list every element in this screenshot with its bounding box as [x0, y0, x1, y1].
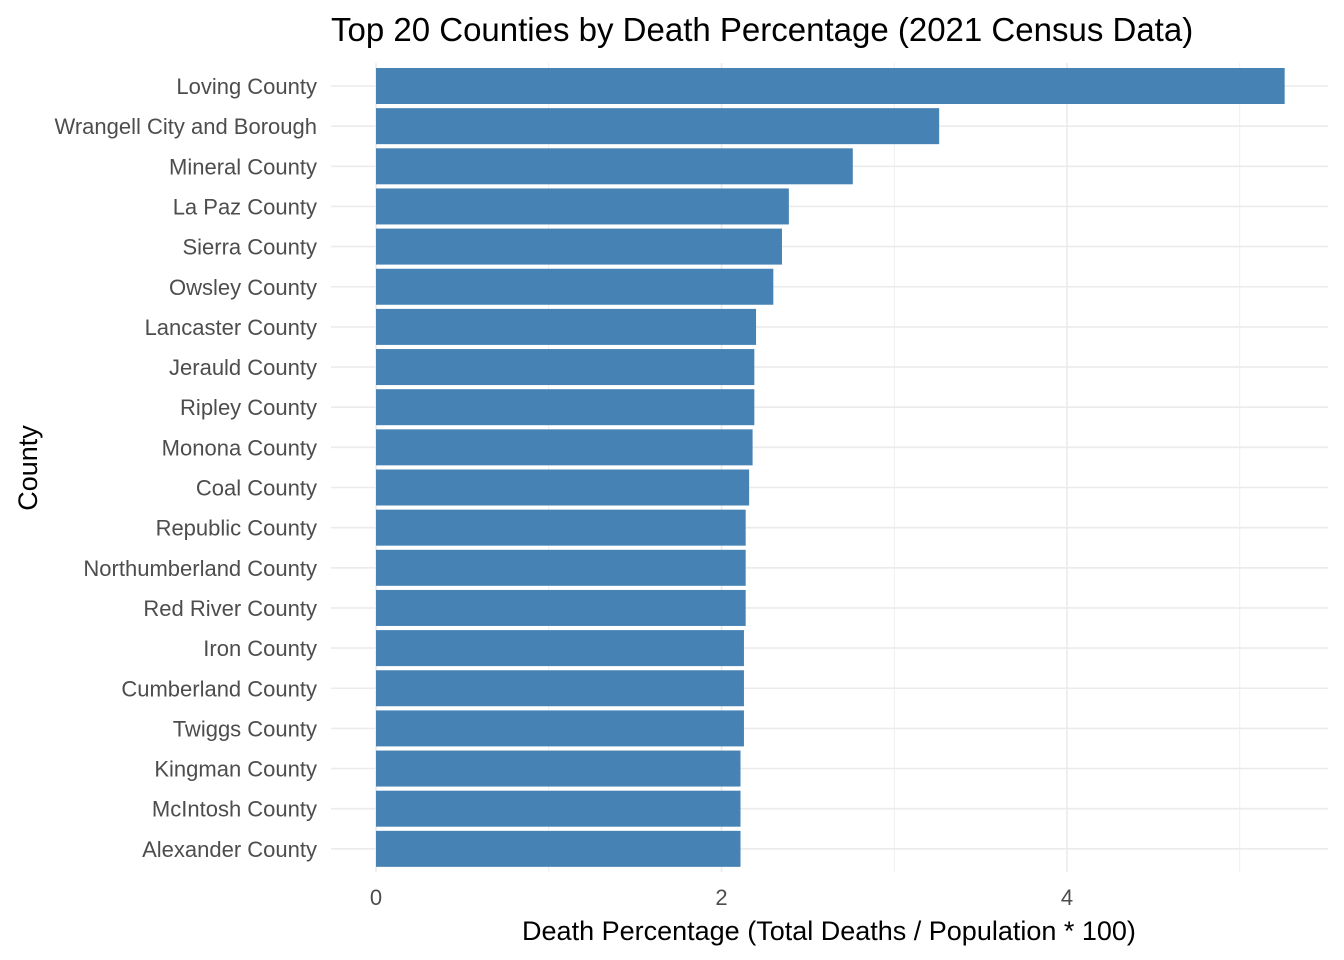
bar	[376, 469, 750, 506]
x-tick-label: 2	[715, 885, 727, 910]
bar	[376, 228, 782, 265]
bar	[376, 790, 741, 827]
bar	[376, 549, 746, 586]
y-tick-label: Cumberland County	[121, 676, 317, 701]
y-tick-label: Mineral County	[169, 154, 317, 179]
bar	[376, 710, 744, 747]
y-tick-label: Iron County	[203, 636, 317, 661]
y-tick-label: Lancaster County	[145, 315, 317, 340]
y-tick-label: Ripley County	[180, 395, 317, 420]
y-tick-label: Twiggs County	[173, 716, 317, 741]
x-axis-title: Death Percentage (Total Deaths / Populat…	[522, 916, 1136, 946]
bar	[376, 68, 1285, 104]
y-tick-label: Northumberland County	[83, 556, 317, 581]
y-tick-label: Monona County	[162, 435, 317, 460]
bar	[376, 108, 940, 145]
bar	[376, 830, 741, 867]
y-tick-label: Sierra County	[182, 235, 317, 260]
y-tick-label: Wrangell City and Borough	[54, 114, 317, 139]
y-tick-label: Kingman County	[154, 757, 317, 782]
bar	[376, 509, 746, 546]
y-tick-label: Loving County	[176, 74, 317, 99]
x-tick-label: 0	[370, 885, 382, 910]
bar	[376, 349, 755, 386]
bar	[376, 188, 789, 225]
bar	[376, 148, 853, 185]
y-tick-label: Coal County	[196, 476, 317, 501]
y-tick-label: Red River County	[143, 596, 317, 621]
bar	[376, 589, 746, 626]
chart-title: Top 20 Counties by Death Percentage (202…	[331, 11, 1194, 48]
y-tick-label: Owsley County	[169, 275, 317, 300]
y-axis-title: County	[13, 425, 43, 511]
bar	[376, 630, 744, 667]
y-tick-label: Alexander County	[142, 837, 317, 862]
y-tick-label: Jerauld County	[169, 355, 317, 380]
x-axis-tick-labels: 0 2 4	[370, 885, 1073, 910]
y-axis-tick-labels: Loving County Wrangell City and Borough Mi…	[54, 74, 317, 862]
x-tick-label: 4	[1061, 885, 1073, 910]
bar	[376, 268, 774, 305]
y-tick-label: La Paz County	[173, 194, 317, 219]
bar	[376, 670, 744, 707]
y-tick-label: Republic County	[156, 516, 317, 541]
bar	[376, 750, 741, 787]
bar	[376, 308, 757, 345]
bars	[376, 68, 1285, 867]
bar	[376, 389, 755, 426]
bar	[376, 429, 753, 466]
y-tick-label: McIntosh County	[152, 797, 317, 822]
